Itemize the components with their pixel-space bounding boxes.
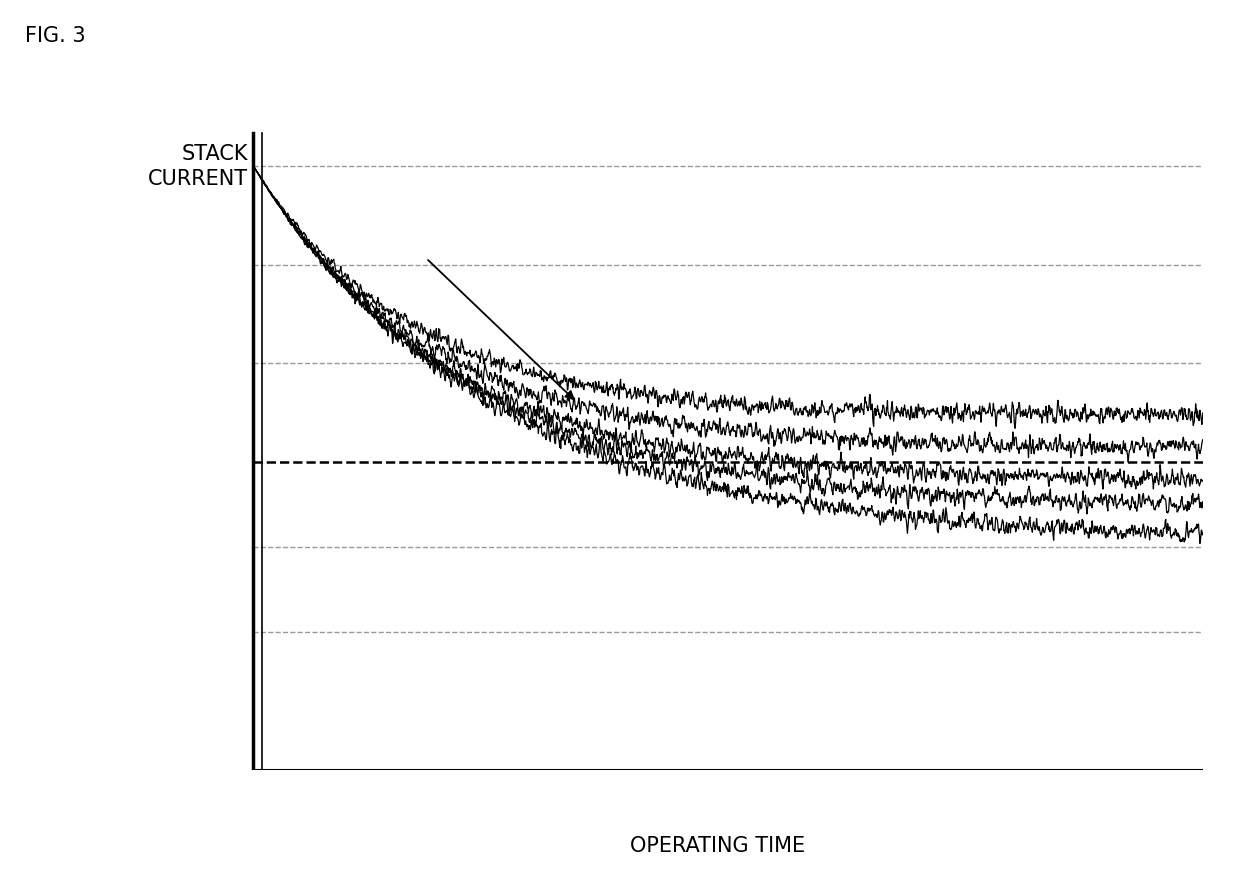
- Text: OPERATING TIME: OPERATING TIME: [630, 836, 805, 856]
- Text: STACK
CURRENT: STACK CURRENT: [148, 144, 248, 189]
- Text: FIG. 3: FIG. 3: [25, 26, 86, 46]
